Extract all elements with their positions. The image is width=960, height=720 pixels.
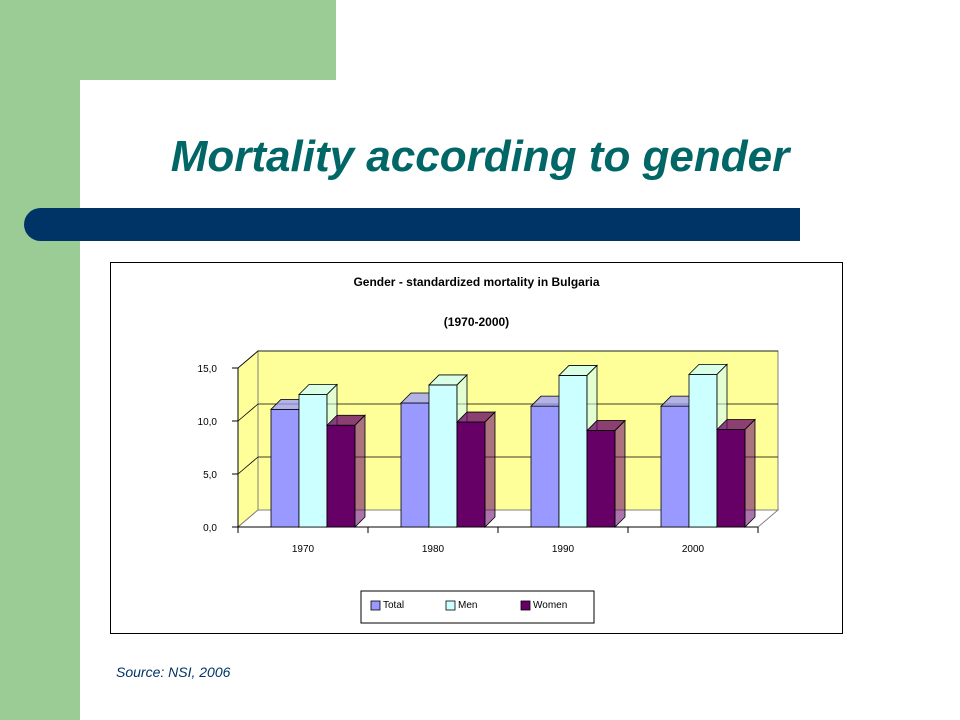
x-tick-label: 1970 [292,544,315,555]
x-tick-label: 1980 [422,544,445,555]
bar-women-1990 [586,419,626,528]
slide-title: Mortality according to gender [170,132,790,181]
y-tick-label: 5,0 [203,470,217,481]
legend-swatch-total [370,600,381,611]
legend-swatch-women [520,600,531,611]
source-note: Source: NSI, 2006 [116,664,231,680]
x-tick-label: 1990 [552,544,575,555]
chart-title: Gender - standardized mortality in Bulga… [353,275,600,289]
legend-label-men: Men [458,600,477,611]
bar-women-1980 [456,411,496,528]
y-tick-label: 0,0 [203,523,217,534]
title-underline-bar [24,208,800,241]
chart-subtitle: (1970-2000) [443,315,510,329]
legend-label-total: Total [383,600,404,611]
plot-side-wall [237,349,259,529]
y-tick-label: 15,0 [198,364,218,375]
bar-women-1970 [326,414,366,528]
background-green-strip [0,0,80,720]
background-green-corner [0,0,336,80]
bar-women-2000 [716,418,756,528]
chart-frame: Gender - standardized mortality in Bulga… [110,262,843,634]
y-tick-label: 10,0 [198,417,218,428]
gridline [237,350,778,369]
legend-swatch-men [445,600,456,611]
legend-box [360,590,595,624]
bar-chart: 0,0 5,0 10,0 15,0 1970 1980 1990 2000 Total Men W… [198,349,780,624]
gridline [237,403,778,422]
legend-label-women: Women [533,600,567,611]
x-tick-label: 2000 [682,544,705,555]
